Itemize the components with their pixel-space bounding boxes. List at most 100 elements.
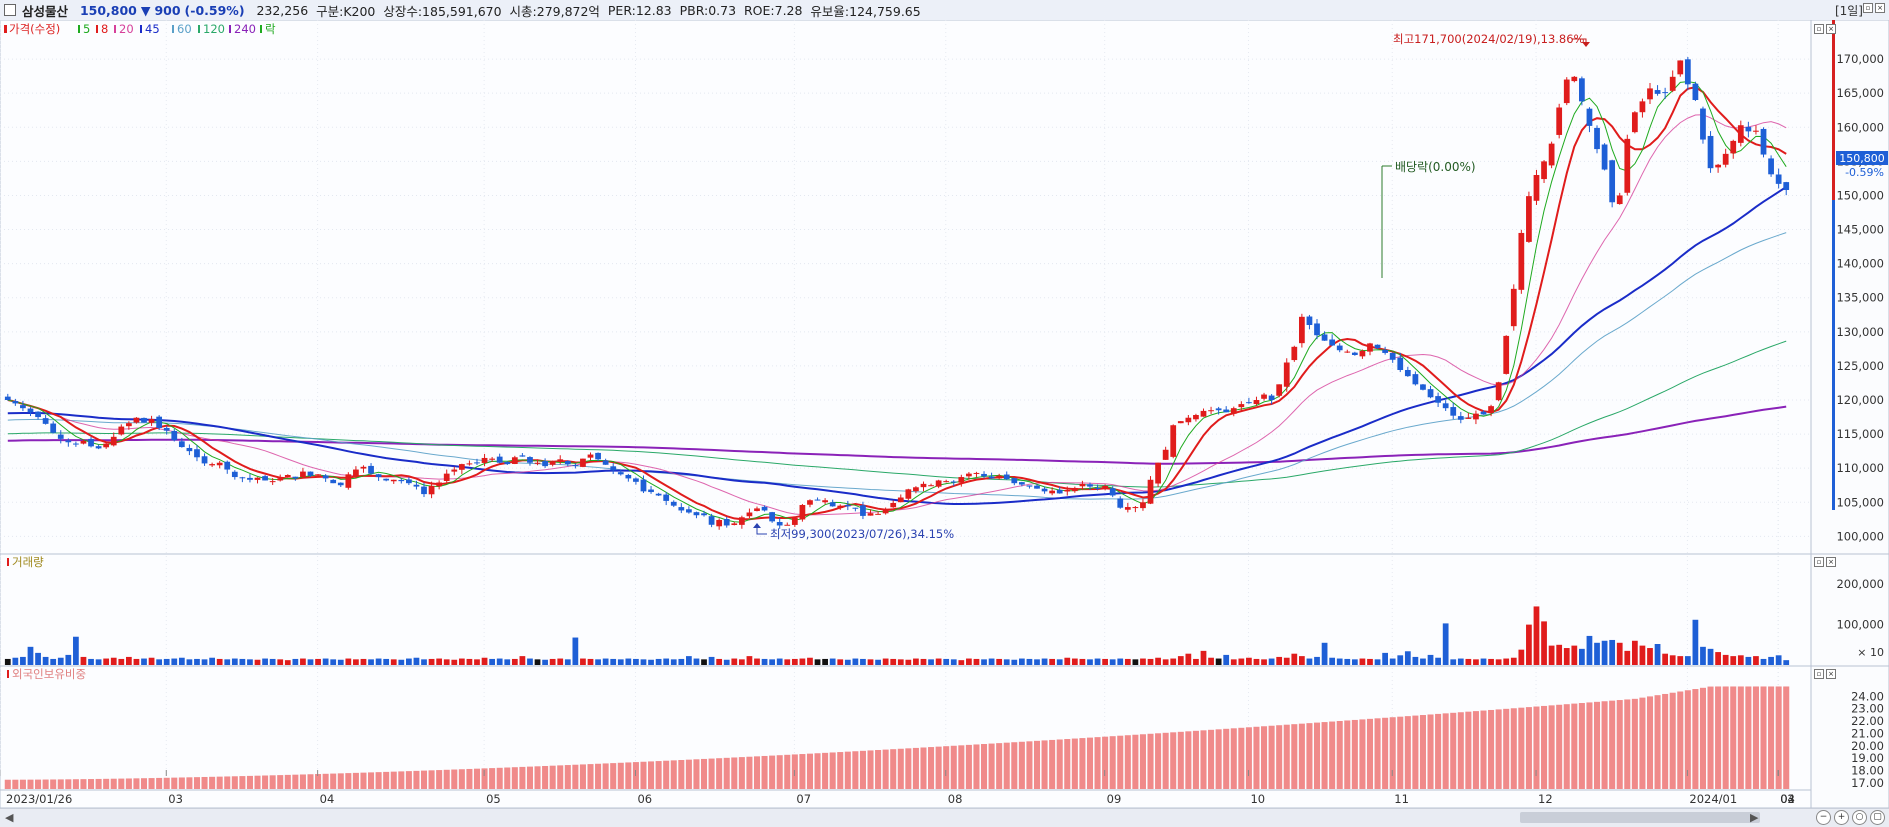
volume-bar (913, 658, 919, 665)
volume-bar (1132, 659, 1139, 665)
volume-bar (1488, 658, 1494, 665)
candle-body (1162, 449, 1169, 460)
foreign-ratio-bar (156, 777, 163, 789)
volume-bar (784, 659, 791, 665)
volume-bar (1230, 659, 1237, 665)
volume-bar (882, 658, 889, 665)
foreign-ratio-bar (829, 752, 836, 789)
candle-body (4, 396, 11, 400)
price-legend: 가격(수정) 5 8 20 45 60 120 240 락 (4, 22, 276, 36)
foreign-ratio-bar (1488, 709, 1495, 789)
panel-maximize-icon[interactable]: ▫ (1814, 24, 1824, 34)
foreign-ratio-bar (1261, 726, 1268, 789)
candle-body (1427, 389, 1434, 398)
volume-bar (1344, 658, 1351, 665)
foreign-ratio-bar (307, 774, 314, 789)
candle-body (141, 417, 147, 423)
zoom-in-icon[interactable]: + (1834, 810, 1849, 825)
candle-body (1344, 351, 1351, 353)
panel-close-icon[interactable]: × (1826, 557, 1836, 567)
price-tick-label: 105,000 (1836, 495, 1884, 509)
minimize-icon[interactable]: ▫ (1863, 3, 1873, 13)
volume-bar (1783, 660, 1790, 665)
candle-body (1533, 175, 1540, 201)
volume-bar (519, 656, 526, 665)
volume-bar (194, 658, 200, 665)
volume-bar (496, 658, 503, 665)
scroll-thumb[interactable] (1520, 812, 1760, 823)
candle-body (451, 469, 458, 472)
volume-bar (723, 659, 730, 665)
legend-ma8: 8 (101, 22, 108, 36)
period-selector[interactable]: [1일] (1834, 4, 1863, 18)
candle-body (791, 517, 798, 525)
date-tick-label: 03 (1780, 792, 1795, 806)
candle-body (1170, 425, 1177, 457)
candle-body (1177, 421, 1184, 424)
foreign-ratio-bar (118, 778, 125, 789)
price-tick-label: 115,000 (1836, 427, 1884, 441)
volume-panel-controls: ▫ × (1814, 557, 1836, 567)
candle-body (458, 464, 465, 470)
scroll-right-icon[interactable]: ▶ (1750, 811, 1759, 824)
candle-body (746, 512, 753, 517)
volume-bar (1480, 658, 1487, 665)
foreign-ratio-bar (1329, 721, 1336, 789)
candle-body (595, 452, 601, 460)
panel-close-icon[interactable]: × (1826, 24, 1836, 34)
zoom-out-icon[interactable]: − (1816, 810, 1831, 825)
price-change-pct: (-0.59%) (184, 2, 245, 18)
volume-bar (996, 658, 1003, 665)
candle-body (867, 513, 874, 516)
foreign-ratio-bar (1699, 687, 1706, 789)
close-icon[interactable]: × (1875, 3, 1885, 13)
candle-body (1616, 195, 1623, 205)
candle-body (905, 489, 912, 499)
volume-bar (1003, 659, 1010, 665)
volume-bar (1427, 654, 1434, 665)
foreign-ratio-bar (973, 744, 980, 789)
volume-bar (950, 659, 957, 665)
volume-panel-title: 거래량 (12, 555, 44, 569)
foreign-ratio-bar (1124, 735, 1131, 789)
foreign-ratio-bar (928, 747, 935, 789)
candle-body (322, 475, 329, 479)
zoom-fit-icon[interactable]: ▢ (1870, 810, 1885, 825)
panel-maximize-icon[interactable]: ▫ (1814, 669, 1824, 679)
panel-close-icon[interactable]: × (1826, 669, 1836, 679)
candle-body (1737, 125, 1744, 143)
panel-maximize-icon[interactable]: ▫ (1814, 557, 1824, 567)
candle-body (466, 463, 473, 465)
foreign-ratio-bar (542, 765, 549, 789)
foreign-ratio-bar (587, 764, 594, 789)
candle-body (1548, 143, 1555, 166)
stock-info-bar: 삼성물산 150,800 ▼ 900 (-0.59%) 232,256 구분:K… (0, 0, 1889, 21)
candle-body (1775, 174, 1782, 184)
date-tick-label: 02 (1780, 792, 1795, 806)
foreign-ratio-bar (753, 756, 761, 789)
candle-body (1208, 410, 1214, 412)
candle-body (1336, 345, 1343, 351)
candle-body (1041, 488, 1048, 492)
volume-bar (686, 656, 692, 665)
volume-bar (186, 659, 193, 665)
volume-bar (1510, 657, 1517, 665)
pbr-value: PBR:0.73 (679, 2, 737, 18)
foreign-ratio-bar (12, 779, 19, 789)
candle-body (292, 476, 299, 479)
stock-name[interactable]: 삼성물산 (22, 3, 69, 19)
scroll-left-icon[interactable]: ◀ (5, 811, 14, 824)
zoom-reset-icon[interactable]: ○ (1852, 810, 1867, 825)
candle-body (1609, 160, 1616, 203)
horizontal-scrollbar[interactable]: ◀ ▶ − + ○ ▢ (0, 808, 1889, 827)
candle-body (572, 465, 579, 467)
foreign-ratio-bar (852, 751, 859, 789)
candle-body (1753, 130, 1759, 132)
candle-body (1382, 349, 1388, 353)
foreign-ratio-bar (1578, 703, 1585, 789)
date-tick-label: 06 (637, 792, 652, 806)
volume-bar (231, 658, 238, 665)
checkbox-icon[interactable] (4, 4, 16, 16)
volume-bar (443, 659, 450, 665)
volume-bar (307, 659, 314, 665)
